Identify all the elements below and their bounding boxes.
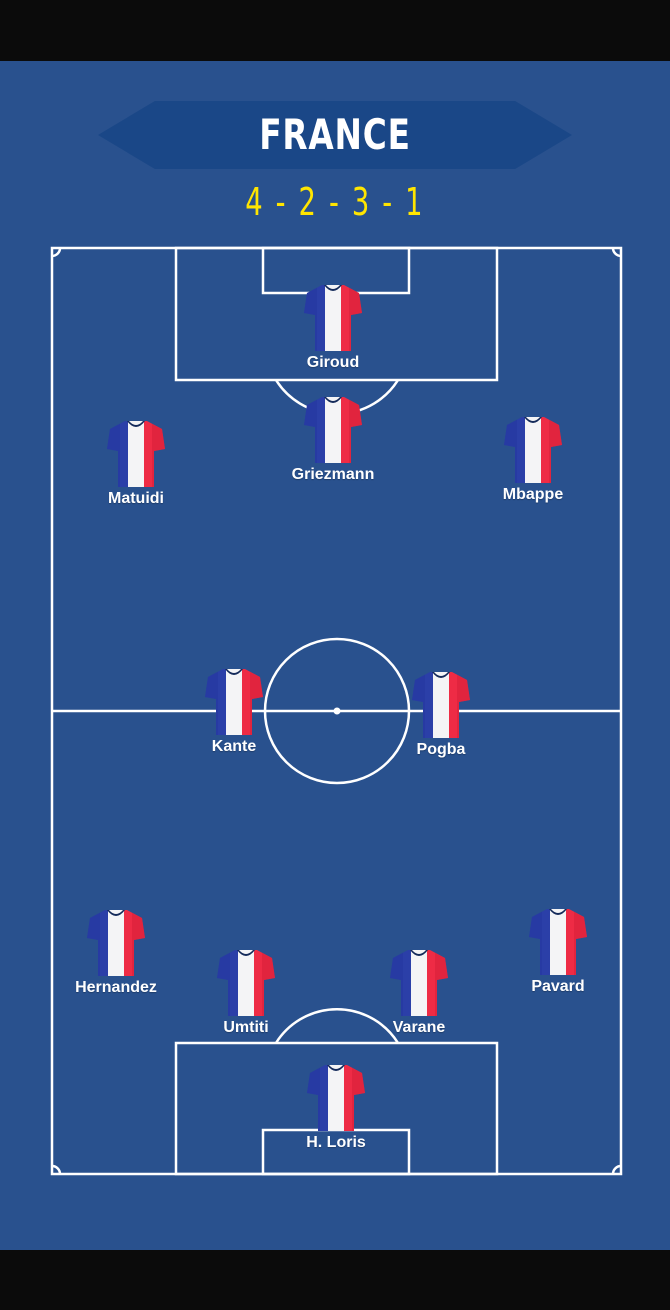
player-matuidi[interactable]: Matuidi: [76, 419, 196, 508]
bottom-penalty-arc: [274, 1008, 400, 1044]
player-pavard[interactable]: Pavard: [498, 907, 618, 996]
player-name: Kante: [211, 738, 257, 755]
corner-arc-bottom-right: [611, 1164, 622, 1175]
jersey-icon: [107, 419, 165, 489]
jersey-icon: [390, 948, 448, 1018]
player-loris[interactable]: H. Loris: [276, 1063, 396, 1152]
player-griezmann[interactable]: Griezmann: [273, 395, 393, 484]
jersey-icon: [217, 948, 275, 1018]
player-giroud[interactable]: Giroud: [273, 283, 393, 372]
player-name: Mbappe: [502, 486, 564, 503]
jersey-icon: [304, 395, 362, 465]
player-name: Griezmann: [291, 466, 375, 483]
player-varane[interactable]: Varane: [359, 948, 479, 1037]
corner-arc-bottom-left: [51, 1164, 62, 1175]
jersey-icon: [304, 283, 362, 353]
player-kante[interactable]: Kante: [174, 667, 294, 756]
jersey-icon: [205, 667, 263, 737]
corner-arc-top-right: [611, 247, 622, 258]
jersey-icon: [412, 670, 470, 740]
player-umtiti[interactable]: Umtiti: [186, 948, 306, 1037]
player-name: Pavard: [531, 978, 585, 995]
football-pitch: [50, 246, 623, 1176]
jersey-icon: [529, 907, 587, 977]
jersey-icon: [307, 1063, 365, 1133]
player-name: Giroud: [306, 354, 360, 371]
player-hernandez[interactable]: Hernandez: [56, 908, 176, 997]
jersey-icon: [87, 908, 145, 978]
player-pogba[interactable]: Pogba: [381, 670, 501, 759]
player-mbappe[interactable]: Mbappe: [473, 415, 593, 504]
center-spot: [333, 707, 341, 715]
player-name: H. Loris: [306, 1134, 366, 1151]
player-name: Pogba: [416, 741, 466, 758]
player-name: Varane: [392, 1019, 446, 1036]
player-name: Matuidi: [108, 490, 164, 507]
lineup-screen: FRANCE 4 - 2 - 3 - 1 Giroud: [0, 61, 670, 1250]
title-banner: [98, 101, 572, 169]
center-circle: [263, 637, 411, 785]
jersey-icon: [504, 415, 562, 485]
corner-arc-top-left: [51, 247, 62, 258]
formation-label: 4 - 2 - 3 - 1: [245, 180, 425, 224]
team-title: FRANCE: [259, 110, 411, 159]
player-name: Umtiti: [223, 1019, 269, 1036]
player-name: Hernandez: [75, 979, 157, 996]
